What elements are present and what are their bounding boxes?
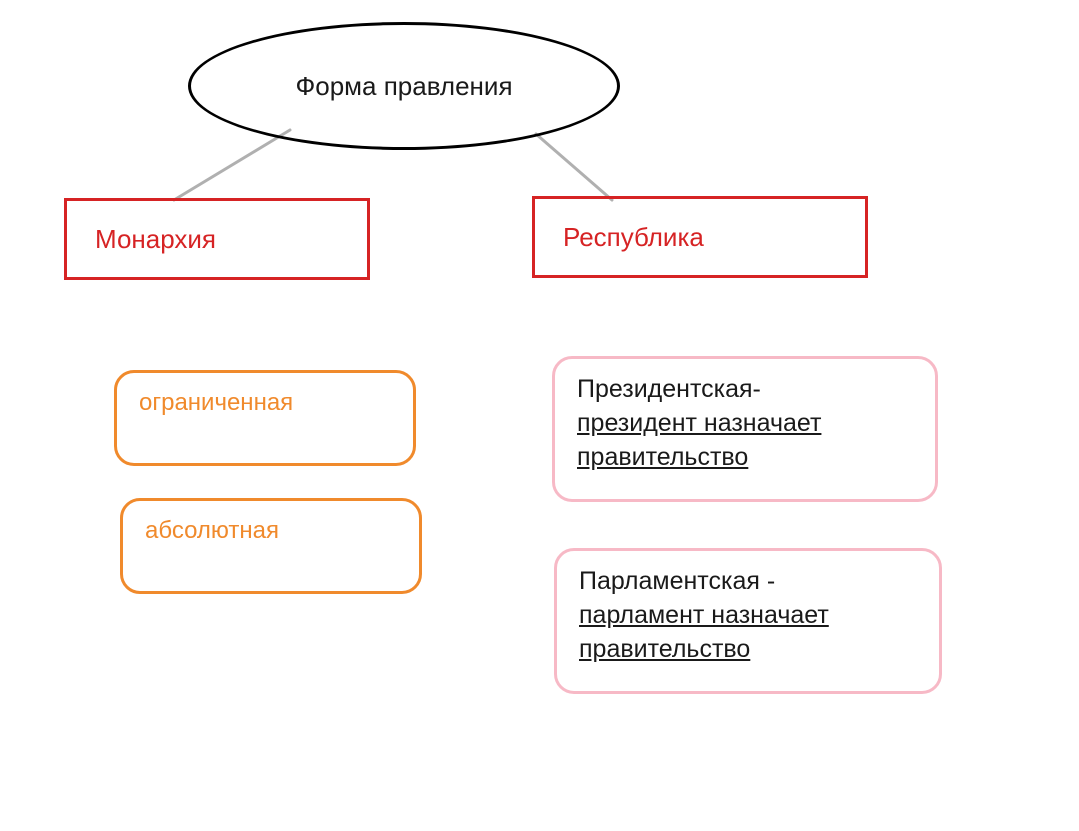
branch-republic-label: Республика	[563, 222, 704, 253]
root-node: Форма правления	[188, 22, 620, 150]
node-parliamentary-line2: парламент назначает	[579, 599, 917, 633]
diagram-stage: Форма правления Монархия ограниченная аб…	[0, 0, 1079, 831]
node-presidential: Президентская- президент назначает прави…	[552, 356, 938, 502]
node-presidential-line3: правительство	[577, 441, 913, 475]
node-absolute-label: абсолютная	[145, 515, 397, 547]
node-parliamentary-line3: правительство	[579, 633, 917, 667]
node-parliamentary: Парламентская - парламент назначает прав…	[554, 548, 942, 694]
node-absolute: абсолютная	[120, 498, 422, 594]
node-presidential-line2: президент назначает	[577, 407, 913, 441]
connector-left	[174, 130, 290, 200]
node-presidential-line1: Президентская-	[577, 373, 913, 407]
connector-right	[536, 134, 612, 200]
node-limited-label: ограниченная	[139, 387, 391, 419]
branch-monarchy: Монархия	[64, 198, 370, 280]
branch-monarchy-label: Монархия	[95, 224, 216, 255]
node-limited: ограниченная	[114, 370, 416, 466]
root-label: Форма правления	[295, 71, 512, 102]
branch-republic: Республика	[532, 196, 868, 278]
node-parliamentary-line1: Парламентская -	[579, 565, 917, 599]
